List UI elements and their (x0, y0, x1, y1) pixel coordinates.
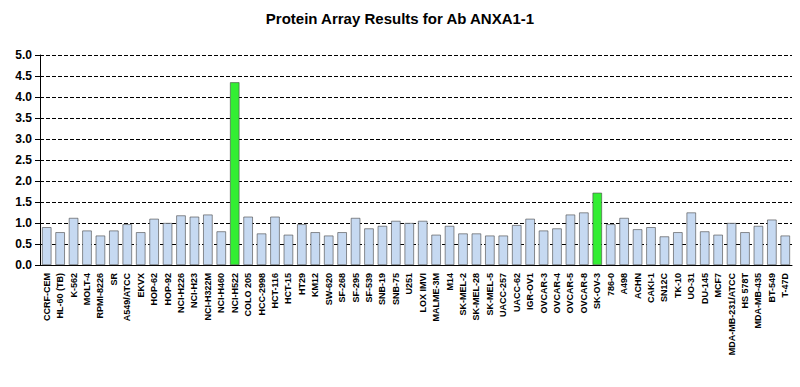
svg-text:2.0: 2.0 (15, 174, 32, 188)
svg-text:NCI-H460: NCI-H460 (216, 273, 226, 313)
svg-text:A498: A498 (619, 273, 629, 295)
svg-text:OVCAR-8: OVCAR-8 (579, 273, 589, 314)
svg-text:ACHN: ACHN (633, 273, 643, 299)
svg-text:HOP-62: HOP-62 (149, 273, 159, 306)
svg-text:CCRF-CEM: CCRF-CEM (42, 273, 52, 321)
svg-text:HCT-116: HCT-116 (270, 273, 280, 309)
svg-text:KM12: KM12 (310, 273, 320, 297)
svg-text:SK-OV-3: SK-OV-3 (592, 273, 602, 309)
svg-text:UO-31: UO-31 (686, 273, 696, 300)
svg-text:MALME-3M: MALME-3M (431, 273, 441, 322)
svg-text:OVCAR-3: OVCAR-3 (539, 273, 549, 314)
svg-text:IGR-OV1: IGR-OV1 (525, 273, 535, 310)
svg-text:1.5: 1.5 (15, 195, 32, 209)
svg-text:MCF7: MCF7 (713, 273, 723, 298)
svg-text:5.0: 5.0 (15, 48, 32, 62)
svg-text:MOLT-4: MOLT-4 (82, 273, 92, 305)
svg-text:UACC-62: UACC-62 (512, 273, 522, 312)
svg-text:SW-620: SW-620 (324, 273, 334, 305)
svg-text:0.5: 0.5 (15, 237, 32, 251)
svg-text:NCI-H322M: NCI-H322M (203, 273, 213, 321)
svg-text:RPMI-8226: RPMI-8226 (95, 273, 105, 319)
svg-text:2.5: 2.5 (15, 153, 32, 167)
svg-text:1.0: 1.0 (15, 216, 32, 230)
svg-text:HS 578T: HS 578T (740, 273, 750, 309)
svg-text:786-0: 786-0 (606, 273, 616, 296)
svg-text:HL-60 (TB): HL-60 (TB) (55, 273, 65, 319)
svg-text:SF-295: SF-295 (351, 273, 361, 303)
svg-text:4.5: 4.5 (15, 69, 32, 83)
svg-text:SK-MEL-28: SK-MEL-28 (471, 273, 481, 321)
svg-text:COLO 205: COLO 205 (243, 273, 253, 317)
svg-text:LOX IMVI: LOX IMVI (418, 273, 428, 313)
svg-text:NCI-H226: NCI-H226 (176, 273, 186, 313)
svg-text:NCI-H522: NCI-H522 (230, 273, 240, 313)
svg-text:A549/ATCC: A549/ATCC (122, 273, 132, 322)
svg-text:SNB-75: SNB-75 (391, 273, 401, 305)
svg-text:0.0: 0.0 (15, 258, 32, 272)
svg-text:MDA-MB-435: MDA-MB-435 (753, 273, 763, 329)
svg-text:HOP-92: HOP-92 (163, 273, 173, 306)
svg-text:OVCAR-4: OVCAR-4 (552, 273, 562, 314)
svg-text:DU-145: DU-145 (700, 273, 710, 304)
svg-text:HT29: HT29 (297, 273, 307, 295)
svg-text:SK-MEL-5: SK-MEL-5 (485, 273, 495, 316)
svg-text:SF-539: SF-539 (364, 273, 374, 303)
svg-text:HCT-15: HCT-15 (283, 273, 293, 304)
svg-text:SF-268: SF-268 (337, 273, 347, 303)
svg-text:3.5: 3.5 (15, 111, 32, 125)
svg-text:3.0: 3.0 (15, 132, 32, 146)
svg-text:MDA-MB-231/ATCC: MDA-MB-231/ATCC (727, 273, 737, 356)
svg-text:SN12C: SN12C (659, 273, 669, 303)
svg-text:UACC-257: UACC-257 (498, 273, 508, 317)
svg-text:TK-10: TK-10 (673, 273, 683, 298)
svg-text:OVCAR-5: OVCAR-5 (565, 273, 575, 314)
svg-text:BT-549: BT-549 (767, 273, 777, 303)
svg-text:CAKI-1: CAKI-1 (646, 273, 656, 303)
svg-text:Protein Array Results for Ab A: Protein Array Results for Ab ANXA1-1 (266, 10, 534, 27)
svg-text:K-562: K-562 (69, 273, 79, 298)
svg-text:T-47D: T-47D (780, 273, 790, 298)
svg-text:U251: U251 (404, 273, 414, 295)
svg-text:NCI-H23: NCI-H23 (189, 273, 199, 308)
svg-text:EKVX: EKVX (136, 273, 146, 298)
svg-text:M14: M14 (445, 273, 455, 291)
svg-text:4.0: 4.0 (15, 90, 32, 104)
svg-text:SK-MEL-2: SK-MEL-2 (458, 273, 468, 316)
svg-text:HCC-2998: HCC-2998 (257, 273, 267, 316)
svg-text:SNB-19: SNB-19 (377, 273, 387, 305)
svg-text:SR: SR (109, 273, 119, 286)
